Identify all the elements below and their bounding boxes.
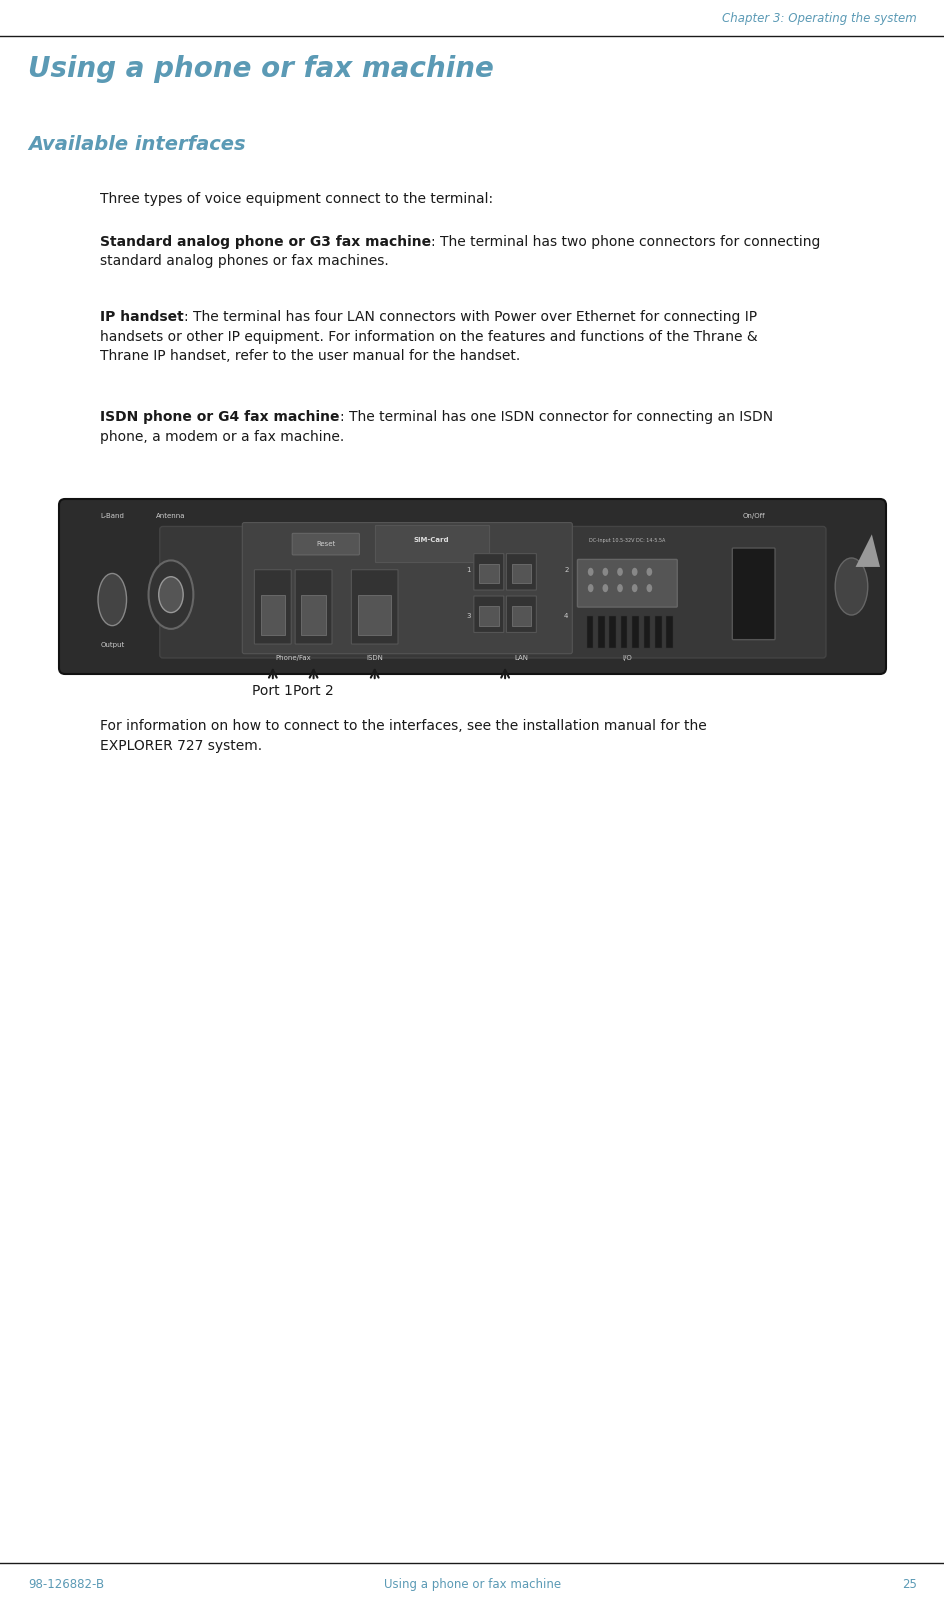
Ellipse shape (632, 584, 637, 592)
FancyBboxPatch shape (295, 569, 331, 645)
Bar (511, 563, 531, 584)
Text: Port 1: Port 1 (252, 683, 293, 698)
Text: ISDN: ISDN (366, 654, 382, 661)
Text: ISDN phone or G4 fax machine: ISDN phone or G4 fax machine (100, 411, 339, 423)
Bar (654, 616, 661, 648)
Ellipse shape (646, 568, 651, 576)
Ellipse shape (148, 560, 194, 629)
Text: : The terminal has one ISDN connector for connecting an ISDN: : The terminal has one ISDN connector fo… (339, 411, 772, 423)
Text: Reset: Reset (316, 541, 335, 547)
FancyBboxPatch shape (351, 569, 397, 645)
Bar (261, 595, 285, 635)
Text: Available interfaces: Available interfaces (28, 135, 245, 154)
Ellipse shape (98, 574, 126, 626)
Text: 25: 25 (902, 1578, 916, 1591)
Text: LAN: LAN (514, 654, 528, 661)
Bar (358, 595, 391, 635)
Ellipse shape (587, 568, 593, 576)
Bar (375, 525, 488, 561)
Text: standard analog phones or fax machines.: standard analog phones or fax machines. (100, 255, 388, 268)
Text: L-Band: L-Band (100, 513, 124, 520)
FancyBboxPatch shape (59, 499, 885, 674)
Text: 98-126882-B: 98-126882-B (28, 1578, 104, 1591)
Text: 3: 3 (465, 613, 470, 619)
Bar (666, 616, 672, 648)
FancyBboxPatch shape (506, 597, 536, 632)
Bar (479, 606, 498, 626)
Ellipse shape (632, 568, 637, 576)
Bar (511, 606, 531, 626)
FancyBboxPatch shape (577, 560, 677, 606)
Text: Port 2: Port 2 (293, 683, 333, 698)
Text: Phone/Fax: Phone/Fax (275, 654, 311, 661)
FancyBboxPatch shape (254, 569, 291, 645)
Text: phone, a modem or a fax machine.: phone, a modem or a fax machine. (100, 430, 344, 443)
Text: EXPLORER 727 system.: EXPLORER 727 system. (100, 738, 261, 752)
Text: 4: 4 (564, 613, 567, 619)
FancyBboxPatch shape (160, 526, 825, 658)
Text: : The terminal has two phone connectors for connecting: : The terminal has two phone connectors … (430, 236, 819, 249)
Text: Chapter 3: Operating the system: Chapter 3: Operating the system (721, 11, 916, 26)
Text: : The terminal has four LAN connectors with Power over Ethernet for connecting I: : The terminal has four LAN connectors w… (183, 310, 756, 324)
Bar (632, 616, 638, 648)
Text: DC-Input 10.5-32V DC: 14-5.5A: DC-Input 10.5-32V DC: 14-5.5A (588, 539, 665, 544)
Bar (479, 563, 498, 584)
Text: IP handset: IP handset (100, 310, 183, 324)
Bar (586, 616, 593, 648)
Polygon shape (854, 534, 879, 566)
Ellipse shape (602, 584, 608, 592)
Text: 2: 2 (564, 568, 567, 573)
Ellipse shape (646, 584, 651, 592)
Ellipse shape (587, 584, 593, 592)
Text: Using a phone or fax machine: Using a phone or fax machine (383, 1578, 561, 1591)
Bar (598, 616, 604, 648)
Text: On/Off: On/Off (742, 513, 765, 520)
FancyBboxPatch shape (242, 523, 572, 654)
Ellipse shape (834, 558, 867, 614)
Text: handsets or other IP equipment. For information on the features and functions of: handsets or other IP equipment. For info… (100, 329, 757, 343)
Text: Three types of voice equipment connect to the terminal:: Three types of voice equipment connect t… (100, 192, 493, 205)
Text: I/O: I/O (622, 654, 632, 661)
Text: Output: Output (100, 642, 125, 648)
Bar (609, 616, 615, 648)
Bar (301, 595, 326, 635)
FancyBboxPatch shape (473, 597, 503, 632)
Ellipse shape (616, 568, 622, 576)
Text: Using a phone or fax machine: Using a phone or fax machine (28, 55, 494, 83)
Text: For information on how to connect to the interfaces, see the installation manual: For information on how to connect to the… (100, 719, 706, 733)
Text: Thrane IP handset, refer to the user manual for the handset.: Thrane IP handset, refer to the user man… (100, 350, 520, 363)
Text: 1: 1 (465, 568, 470, 573)
Bar (620, 616, 627, 648)
Text: Standard analog phone or G3 fax machine: Standard analog phone or G3 fax machine (100, 236, 430, 249)
FancyBboxPatch shape (473, 553, 503, 590)
FancyBboxPatch shape (732, 549, 774, 640)
Bar (643, 616, 649, 648)
FancyBboxPatch shape (506, 553, 536, 590)
Text: SIM-Card: SIM-Card (413, 537, 449, 544)
FancyBboxPatch shape (292, 534, 359, 555)
Ellipse shape (616, 584, 622, 592)
Text: Antenna: Antenna (156, 513, 186, 520)
Ellipse shape (602, 568, 608, 576)
Ellipse shape (159, 577, 183, 613)
